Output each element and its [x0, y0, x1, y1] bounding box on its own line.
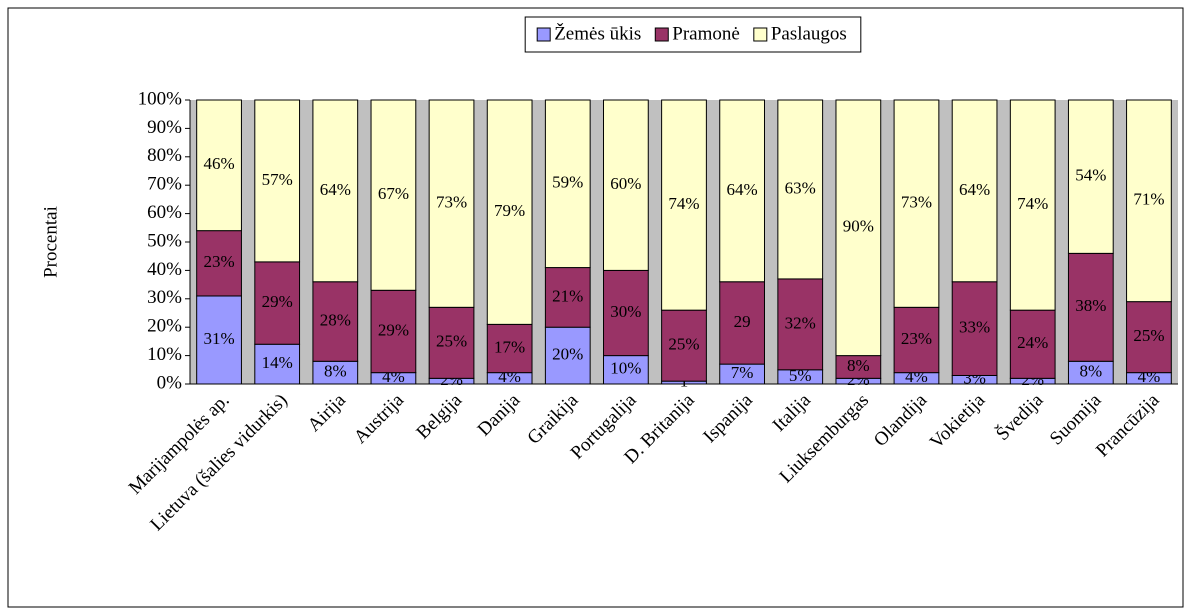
bar-segment: [428, 99, 475, 308]
bar-segment: [835, 99, 882, 357]
bar-segment: [254, 261, 301, 345]
bar-segment: [661, 309, 707, 382]
data-label: 5%: [789, 366, 812, 385]
data-label: 25%: [436, 332, 467, 351]
legend-label: Paslaugos: [771, 23, 847, 44]
data-label: 90%: [843, 217, 874, 236]
bar-segment: [893, 99, 940, 308]
data-label: 57%: [262, 170, 293, 189]
data-label: 24%: [1017, 333, 1048, 352]
data-label: 25%: [668, 335, 699, 354]
data-label: 64%: [959, 180, 990, 199]
legend-label: Žemės ūkis: [554, 22, 641, 44]
legend-swatch: [536, 27, 551, 42]
data-label: 20%: [552, 345, 583, 364]
data-label: 74%: [668, 194, 699, 213]
data-label: 74%: [1017, 194, 1048, 213]
data-label: 67%: [378, 184, 409, 203]
legend-swatch: [753, 27, 768, 42]
data-label: 73%: [436, 193, 467, 212]
data-label: 64%: [320, 180, 351, 199]
bar-segment: [486, 99, 533, 325]
bar-segment: [1067, 99, 1114, 254]
data-label: 64%: [727, 180, 758, 199]
y-tick-label: 10%: [147, 344, 182, 365]
bar-segment: [603, 355, 649, 385]
bar-segment: [893, 306, 940, 374]
bar-segment: [661, 99, 707, 311]
y-tick-label: 100%: [138, 88, 183, 109]
bar-segment: [196, 230, 242, 297]
data-label: 54%: [1075, 166, 1106, 185]
data-label: 73%: [901, 193, 932, 212]
bar-segment: [951, 99, 998, 283]
bar-segment: [777, 99, 824, 280]
data-label: 8%: [1079, 362, 1102, 381]
bar-segment: [544, 326, 591, 385]
y-tick-label: 70%: [147, 174, 182, 195]
bar-segment: [1126, 99, 1172, 303]
data-label: 31%: [203, 329, 234, 348]
data-label: 29: [734, 312, 751, 331]
bar-segment: [428, 306, 475, 379]
bar-segment: [486, 323, 533, 374]
data-label: 33%: [959, 318, 990, 337]
data-label: 21%: [552, 286, 583, 305]
y-tick-label: 0%: [157, 372, 183, 393]
data-label: 59%: [552, 173, 583, 192]
data-label: 29%: [262, 292, 293, 311]
bar-segment: [1126, 301, 1172, 374]
data-label: 10%: [610, 359, 641, 378]
legend-box: [524, 16, 862, 53]
y-tick-label: 30%: [147, 287, 182, 308]
data-label: 30%: [610, 302, 641, 321]
y-tick-label: 40%: [147, 259, 182, 280]
data-label: 28%: [320, 310, 351, 329]
data-label: 63%: [785, 178, 816, 197]
bar-segment: [719, 99, 765, 283]
bar-segment: [196, 295, 242, 385]
data-label: 79%: [494, 201, 525, 220]
bar-segment: [1009, 309, 1056, 379]
data-label: 38%: [1075, 296, 1106, 315]
bar-segment: [312, 281, 359, 362]
bar-segment: [370, 289, 417, 374]
bar-segment: [196, 99, 242, 232]
bar-segment: [254, 99, 301, 263]
bar-segment: [254, 343, 301, 385]
bar-segment: [1067, 252, 1114, 362]
data-label: 8%: [847, 356, 870, 375]
data-label: 23%: [203, 252, 234, 271]
y-tick-label: 80%: [147, 145, 182, 166]
y-tick-label: 50%: [147, 230, 182, 251]
legend-swatch: [654, 27, 669, 42]
data-label: 32%: [785, 313, 816, 332]
bar-segment: [370, 99, 417, 291]
bar-segment: [777, 278, 824, 371]
data-label: 46%: [203, 154, 234, 173]
y-tick-label: 90%: [147, 117, 182, 138]
data-label: 7%: [731, 363, 754, 382]
bar-segment: [544, 267, 591, 328]
legend-label: Pramonė: [672, 23, 740, 44]
bar-segment: [544, 99, 591, 269]
y-axis-title: Procentai: [40, 206, 61, 278]
data-label: 17%: [494, 337, 525, 356]
bar-segment: [312, 99, 359, 283]
y-tick-label: 20%: [147, 316, 182, 337]
data-label: 8%: [324, 362, 347, 381]
data-label: 29%: [378, 320, 409, 339]
data-label: 25%: [1133, 326, 1164, 345]
y-tick-label: 60%: [147, 202, 182, 223]
legend: Žemės ūkis Pramonė Paslaugos: [524, 16, 862, 53]
bar-segment: [603, 99, 649, 271]
bar-segment: [603, 269, 649, 357]
data-label: 60%: [610, 174, 641, 193]
bar-segment: [1009, 99, 1056, 311]
data-label: 14%: [262, 353, 293, 372]
data-label: 71%: [1133, 190, 1164, 209]
data-label: 23%: [901, 329, 932, 348]
